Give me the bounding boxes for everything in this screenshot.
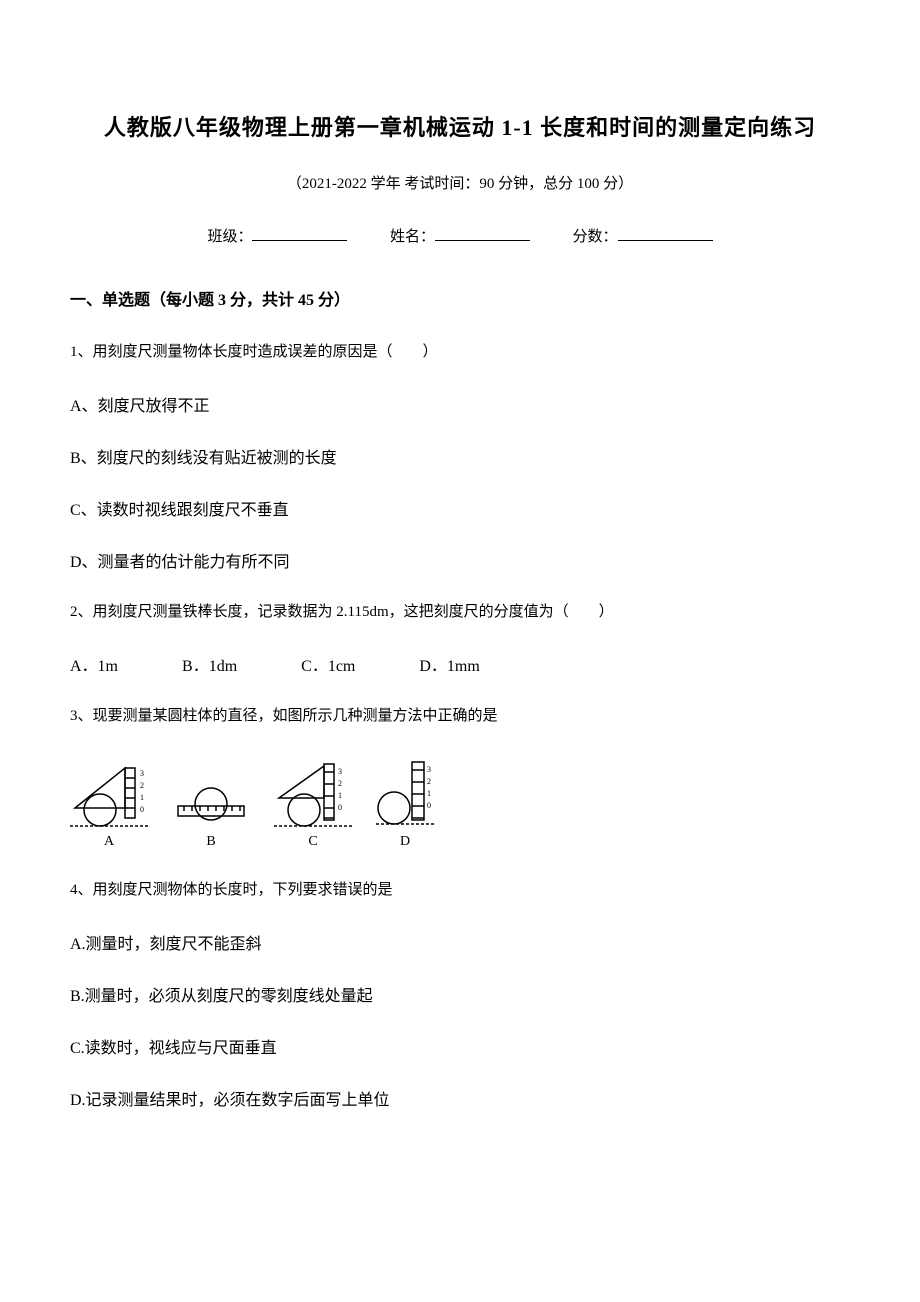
q3-label-c: C: [308, 834, 317, 850]
svg-text:1: 1: [427, 789, 431, 798]
q1-option-b: B、刻度尺的刻线没有贴近被测的长度: [70, 444, 850, 468]
name-blank[interactable]: [435, 223, 530, 241]
q4-option-a: A.测量时，刻度尺不能歪斜: [70, 930, 850, 954]
student-info-line: 班级： 姓名： 分数：: [70, 223, 850, 246]
svg-text:1: 1: [338, 791, 342, 800]
q3-diagram-b: B: [172, 778, 250, 850]
q4-option-c: C.读数时，视线应与尺面垂直: [70, 1034, 850, 1058]
q3-diagram-c: 3 2 1 0 C: [274, 756, 352, 850]
svg-text:0: 0: [338, 803, 342, 812]
q1-stem: 1、用刻度尺测量物体长度时造成误差的原因是（ ）: [70, 340, 850, 364]
q3-label-a: A: [104, 834, 114, 850]
q3-label-d: D: [400, 834, 410, 850]
q2-option-b: B．1dm: [182, 652, 237, 676]
q3-diagram-d: 3 2 1 0 D: [376, 756, 434, 850]
svg-text:0: 0: [140, 805, 144, 814]
svg-text:3: 3: [427, 765, 431, 774]
q2-option-d: D．1mm: [419, 652, 479, 676]
svg-text:3: 3: [338, 767, 342, 776]
q1-option-a: A、刻度尺放得不正: [70, 392, 850, 416]
class-blank[interactable]: [252, 223, 347, 241]
svg-text:1: 1: [140, 793, 144, 802]
name-label: 姓名：: [390, 229, 435, 245]
svg-text:2: 2: [427, 777, 431, 786]
class-label: 班级：: [207, 229, 252, 245]
q1-option-c: C、读数时视线跟刻度尺不垂直: [70, 496, 850, 520]
page-title: 人教版八年级物理上册第一章机械运动 1-1 长度和时间的测量定向练习: [70, 110, 850, 142]
score-label: 分数：: [573, 229, 618, 245]
q2-option-c: C．1cm: [301, 652, 355, 676]
svg-text:2: 2: [338, 779, 342, 788]
q2-stem: 2、用刻度尺测量铁棒长度，记录数据为 2.115dm，这把刻度尺的分度值为（ ）: [70, 600, 850, 624]
score-blank[interactable]: [618, 223, 713, 241]
svg-text:0: 0: [427, 801, 431, 810]
svg-text:2: 2: [140, 781, 144, 790]
q4-option-d: D.记录测量结果时，必须在数字后面写上单位: [70, 1086, 850, 1110]
exam-subtitle: （2021-2022 学年 考试时间：90 分钟，总分 100 分）: [70, 172, 850, 193]
svg-text:3: 3: [140, 769, 144, 778]
q3-diagram: 3 2 1 0 A: [70, 756, 850, 850]
q3-diagram-a: 3 2 1 0 A: [70, 758, 148, 850]
section-1-header: 一、单选题（每小题 3 分，共计 45 分）: [70, 286, 850, 310]
q2-options: A．1m B．1dm C．1cm D．1mm: [70, 652, 850, 676]
q1-option-d: D、测量者的估计能力有所不同: [70, 548, 850, 572]
q4-option-b: B.测量时，必须从刻度尺的零刻度线处量起: [70, 982, 850, 1006]
q4-stem: 4、用刻度尺测物体的长度时，下列要求错误的是: [70, 878, 850, 902]
q2-option-a: A．1m: [70, 652, 118, 676]
q3-stem: 3、现要测量某圆柱体的直径，如图所示几种测量方法中正确的是: [70, 704, 850, 728]
q3-label-b: B: [206, 834, 215, 850]
